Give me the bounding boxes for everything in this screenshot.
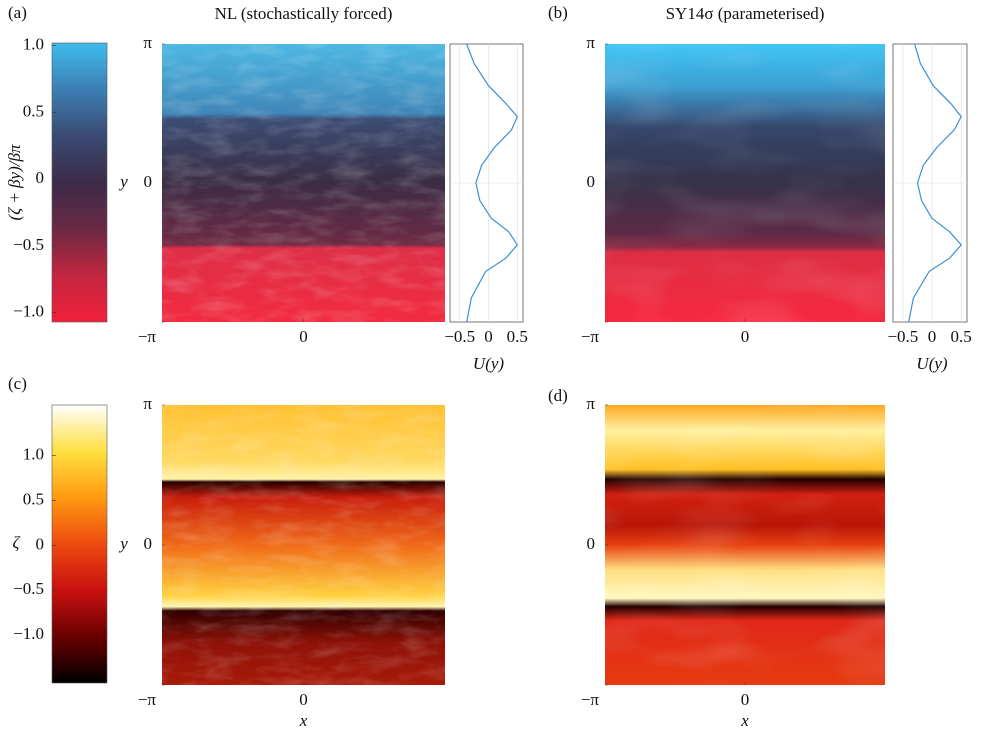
colorbar-tick-label: −0.5 — [13, 235, 44, 254]
y-tick-label: π — [143, 394, 152, 413]
x-tick-label: 0 — [928, 327, 937, 346]
colorbar-label: (ζ + βy)/βπ — [5, 144, 24, 220]
x-axis-label: U(y) — [916, 354, 947, 373]
x-tick-label: 0 — [484, 327, 493, 346]
colorbar-tick-label: −1.0 — [13, 302, 44, 321]
panel-label: (c) — [8, 374, 27, 393]
x-axis-label: x — [299, 711, 308, 730]
y-tick-label: π — [586, 33, 595, 52]
x-tick-label: 0.5 — [951, 327, 972, 346]
x-axis-label: x — [740, 711, 749, 730]
y-tick-label: −π — [138, 690, 157, 709]
colorbar-tick-label: 1.0 — [23, 444, 44, 463]
panel-title: NL (stochastically forced) — [215, 4, 393, 23]
x-tick-label: 0 — [299, 690, 308, 709]
profile-line — [466, 43, 519, 323]
profile-line — [908, 43, 963, 323]
y-tick-label: π — [143, 33, 152, 52]
colorbar-tick-label: 0.5 — [23, 489, 44, 508]
field-texture — [605, 44, 885, 322]
panel-label: (d) — [548, 386, 568, 405]
colorbar-tick-label: 1.0 — [23, 35, 44, 54]
colorbar-tick-label: −1.0 — [13, 624, 44, 643]
colorbar — [51, 404, 108, 684]
y-tick-label: −π — [138, 327, 157, 346]
x-tick-label: −0.5 — [444, 327, 475, 346]
x-tick-label: 0 — [741, 327, 750, 346]
y-tick-label: −π — [581, 690, 600, 709]
x-tick-label: 0 — [741, 690, 750, 709]
colorbar-tick-label: 0 — [36, 168, 45, 187]
field-texture — [162, 405, 445, 685]
panel-label: (a) — [8, 3, 27, 22]
x-axis-label: U(y) — [473, 354, 504, 373]
field-texture — [162, 44, 445, 322]
y-tick-label: 0 — [144, 172, 153, 191]
y-axis-label: y — [118, 172, 128, 191]
colorbar — [51, 42, 108, 323]
panel-label: (b) — [548, 3, 568, 22]
y-tick-label: −π — [581, 327, 600, 346]
colorbar-tick-label: 0.5 — [23, 101, 44, 120]
field-texture — [605, 405, 885, 685]
y-tick-label: 0 — [144, 534, 153, 553]
x-tick-label: 0.5 — [507, 327, 528, 346]
y-tick-label: π — [586, 394, 595, 413]
colorbar-tick-label: 0 — [36, 534, 45, 553]
y-axis-label: y — [118, 534, 128, 553]
panel-title: SY14σ (parameterised) — [666, 4, 825, 23]
x-tick-label: 0 — [299, 327, 308, 346]
colorbar-tick-label: −0.5 — [13, 579, 44, 598]
colorbar-label: ζ — [13, 533, 21, 552]
y-tick-label: 0 — [587, 172, 596, 191]
x-tick-label: −0.5 — [887, 327, 918, 346]
y-tick-label: 0 — [587, 534, 596, 553]
